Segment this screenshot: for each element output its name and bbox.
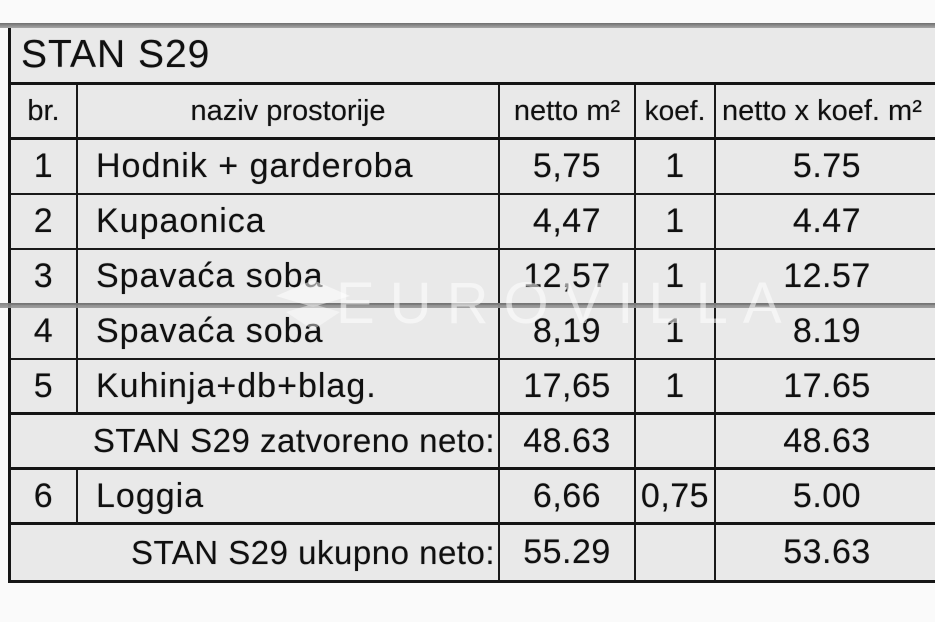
row-naziv: Kuhinja+db+blag. [78,360,500,415]
row-netto: 5,75 [500,140,636,195]
row-br: 2 [11,195,78,250]
row-netto: 4,47 [500,195,636,250]
total-label: STAN S29 ukupno neto: [11,525,500,580]
row-netto-koef: 12.57 [716,250,935,305]
table-title: STAN S29 [11,27,935,85]
subtotal-netto: 48.63 [500,415,636,470]
row-netto-koef: 4.47 [716,195,935,250]
col-header-netto: netto m² [500,85,636,140]
row-koef: 1 [636,140,716,195]
row-netto: 12,57 [500,250,636,305]
subtotal-koef [636,415,716,470]
top-gray-rule [0,23,935,28]
row-naziv: Hodnik + garderoba [78,140,500,195]
total-koef [636,525,716,580]
mid-gray-rule [0,303,935,308]
row-naziv: Spavaća soba [78,250,500,305]
row-netto-koef: 17.65 [716,360,935,415]
row-naziv: Loggia [78,470,500,525]
row-netto-koef: 8.19 [716,305,935,360]
row-br: 3 [11,250,78,305]
subtotal-netto-koef: 48.63 [716,415,935,470]
total-netto-koef: 53.63 [783,533,871,571]
row-naziv: Spavaća soba [78,305,500,360]
row-naziv: Kupaonica [78,195,500,250]
total-netto: 55.29 [500,525,636,580]
row-koef: 1 [636,360,716,415]
row-netto-koef: 5.75 [716,140,935,195]
col-header-br: br. [11,85,78,140]
row-koef: 1 [636,305,716,360]
row-br: 1 [11,140,78,195]
row-netto-koef: 5.00 [716,470,935,525]
col-header-koef: koef. [636,85,716,140]
row-koef: 0,75 [636,470,716,525]
row-netto: 17,65 [500,360,636,415]
row-br: 6 [11,470,78,525]
row-br: 5 [11,360,78,415]
row-netto: 8,19 [500,305,636,360]
row-netto: 6,66 [500,470,636,525]
row-koef: 1 [636,250,716,305]
row-br: 4 [11,305,78,360]
col-header-netto-koef: netto x koef. m² [716,85,935,140]
row-koef: 1 [636,195,716,250]
subtotal-label: STAN S29 zatvoreno neto: [11,415,500,470]
col-header-naziv: naziv prostorije [78,85,500,140]
